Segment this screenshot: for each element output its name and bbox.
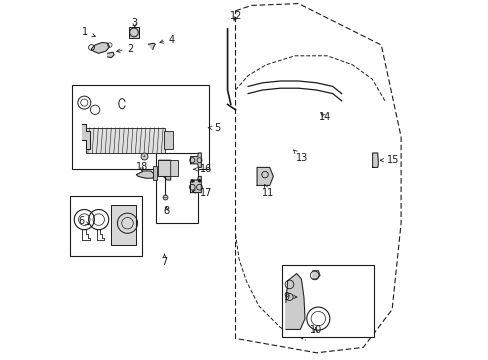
Polygon shape: [190, 176, 201, 193]
Text: 5: 5: [208, 123, 220, 133]
Text: 3: 3: [131, 18, 138, 28]
Bar: [72, 85, 208, 169]
Text: 9: 9: [283, 292, 296, 302]
Polygon shape: [312, 271, 320, 279]
Bar: [163, 131, 172, 149]
Bar: [156, 153, 197, 223]
Text: 8: 8: [163, 206, 169, 216]
Text: 4: 4: [160, 35, 175, 45]
Polygon shape: [372, 153, 378, 167]
Polygon shape: [91, 42, 109, 53]
Text: 2: 2: [117, 44, 134, 54]
Text: 11: 11: [261, 184, 273, 198]
Polygon shape: [148, 43, 155, 49]
Circle shape: [197, 179, 201, 183]
Text: 7: 7: [161, 254, 167, 267]
Text: 13: 13: [293, 150, 307, 163]
Bar: [86, 128, 165, 153]
Bar: [70, 196, 142, 256]
Text: 16: 16: [193, 164, 211, 174]
Circle shape: [190, 179, 194, 183]
Text: 17: 17: [192, 188, 211, 198]
Polygon shape: [285, 274, 305, 329]
Text: 15: 15: [380, 155, 398, 165]
Bar: [128, 27, 139, 38]
Text: 14: 14: [319, 112, 331, 122]
Polygon shape: [190, 153, 201, 167]
Polygon shape: [82, 124, 89, 149]
Bar: [110, 205, 136, 245]
Bar: [282, 265, 373, 337]
Polygon shape: [107, 52, 114, 58]
Polygon shape: [136, 171, 154, 178]
Polygon shape: [159, 160, 170, 180]
Polygon shape: [257, 167, 273, 185]
Text: 18: 18: [136, 162, 148, 172]
Text: 6: 6: [79, 216, 89, 226]
Text: 10: 10: [309, 325, 321, 336]
Text: 12: 12: [230, 11, 242, 21]
Bar: [158, 160, 178, 176]
Text: 1: 1: [82, 27, 95, 37]
Bar: [152, 166, 157, 180]
